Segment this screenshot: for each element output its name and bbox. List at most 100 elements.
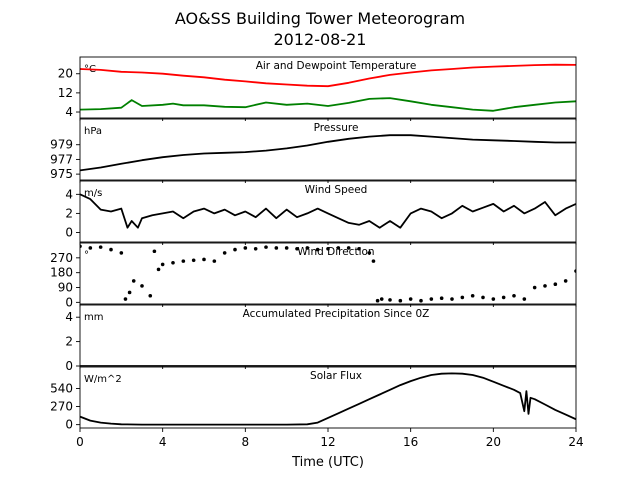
data-point xyxy=(212,259,217,263)
x-tick-label: 24 xyxy=(568,435,583,449)
data-point xyxy=(119,251,124,255)
data-point xyxy=(491,297,496,301)
data-point xyxy=(375,298,380,303)
data-point xyxy=(243,246,248,250)
data-point xyxy=(295,246,299,251)
data-point xyxy=(512,293,516,298)
data-point xyxy=(88,246,93,250)
data-point xyxy=(522,297,527,301)
data-point xyxy=(367,251,372,255)
y-tick-label: 12 xyxy=(58,86,73,100)
panel-title: Wind Speed xyxy=(305,184,368,196)
data-point xyxy=(181,259,186,263)
data-point xyxy=(152,249,157,254)
y-tick-label: 4 xyxy=(65,310,73,324)
chart-title: AO&SS Building Tower Meteorogram xyxy=(175,9,465,28)
data-point xyxy=(202,257,206,262)
data-point xyxy=(140,284,144,288)
panel-title: Accumulated Precipitation Since 0Z xyxy=(243,308,430,320)
series-group xyxy=(80,244,576,303)
series-line-0 xyxy=(80,63,576,88)
data-point xyxy=(450,297,454,301)
data-point xyxy=(553,282,558,287)
x-tick-label: 8 xyxy=(242,435,250,449)
y-tick-label: 270 xyxy=(50,251,73,265)
panel-4: Accumulated Precipitation Since 0Z mm 0 2 4 xyxy=(65,304,577,373)
y-tick-label: 20 xyxy=(58,67,73,81)
y-tick-label: 90 xyxy=(58,281,73,295)
y-tick-label: 975 xyxy=(50,167,73,181)
y-tick-label: 2 xyxy=(65,206,73,220)
data-point xyxy=(160,262,165,267)
series-line-1 xyxy=(80,97,576,112)
panel-2: Wind Speed m/s 0 2 4 xyxy=(65,180,577,245)
series-group xyxy=(80,372,576,426)
data-point xyxy=(481,295,485,300)
panel-unit: mm xyxy=(84,312,103,323)
data-point xyxy=(264,245,268,249)
data-point xyxy=(148,293,153,298)
data-point xyxy=(131,279,136,283)
y-tick-label: 540 xyxy=(50,381,73,395)
data-point xyxy=(98,245,103,249)
data-point xyxy=(191,258,196,263)
data-point xyxy=(233,247,237,252)
y-tick-label: 979 xyxy=(50,138,73,152)
panel-unit: m/s xyxy=(84,188,102,199)
series-line-0 xyxy=(80,134,576,172)
data-point xyxy=(127,290,132,295)
y-tick-label: 2 xyxy=(65,335,73,349)
data-point xyxy=(388,298,392,302)
panel-unit: hPa xyxy=(84,126,102,137)
data-point xyxy=(429,297,434,301)
panel-5: Solar Flux W/m^2 0 270 540 xyxy=(50,366,577,432)
data-point xyxy=(563,279,568,283)
data-point xyxy=(109,247,113,252)
data-point xyxy=(171,260,175,265)
x-tick-label: 12 xyxy=(320,435,335,449)
y-tick-label: 0 xyxy=(65,418,73,432)
panel-title: Solar Flux xyxy=(310,370,362,382)
data-point xyxy=(543,284,547,288)
data-point xyxy=(439,296,444,301)
y-tick-label: 977 xyxy=(50,152,73,166)
data-point xyxy=(532,285,537,290)
data-point xyxy=(274,246,279,250)
x-tick-label: 4 xyxy=(159,435,167,449)
data-point xyxy=(357,246,361,251)
y-tick-label: 4 xyxy=(65,105,73,119)
data-point xyxy=(123,297,128,301)
data-point xyxy=(284,246,289,250)
data-point xyxy=(460,295,465,300)
y-tick-label: 180 xyxy=(50,266,73,280)
y-tick-label: 270 xyxy=(50,400,73,414)
series-group xyxy=(80,134,576,172)
data-point xyxy=(156,267,161,272)
data-point xyxy=(408,297,413,301)
x-tick-label: 20 xyxy=(486,435,501,449)
data-point xyxy=(326,246,330,251)
chart-subtitle: 2012-08-21 xyxy=(274,30,367,49)
data-point xyxy=(501,295,506,300)
data-point xyxy=(371,259,376,263)
x-tick-label: 0 xyxy=(76,435,84,449)
data-point xyxy=(253,246,258,251)
panels: Air and Dewpoint Temperature°C41220Press… xyxy=(50,56,577,432)
series-line-0 xyxy=(80,193,576,229)
x-axis-label: Time (UTC) xyxy=(291,455,364,470)
panel-title: Air and Dewpoint Temperature xyxy=(256,60,417,72)
x-tick-label: 16 xyxy=(403,435,418,449)
y-tick-label: 0 xyxy=(65,359,73,373)
data-point xyxy=(336,246,341,250)
data-point xyxy=(222,251,227,255)
y-tick-label: 0 xyxy=(65,225,73,239)
data-point xyxy=(305,246,310,250)
data-point xyxy=(398,298,403,303)
data-point xyxy=(470,293,475,298)
x-axis: 0 4 8 12 16 20 24 xyxy=(76,435,583,449)
data-point xyxy=(379,297,384,301)
